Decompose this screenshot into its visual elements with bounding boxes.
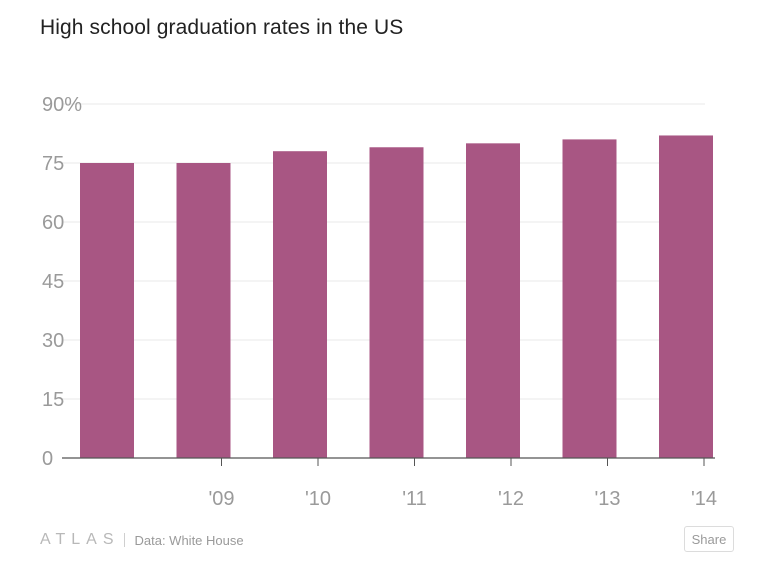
x-tick-label: '13 — [594, 488, 620, 510]
bars — [80, 135, 713, 459]
x-tick-label: '11 — [402, 488, 427, 510]
bar — [466, 143, 520, 459]
y-tick-label: 0 — [42, 448, 53, 470]
y-tick-label: 15 — [42, 389, 64, 411]
bar-chart: 0 15 30 45 60 75 90% '09 '10 '11 '12 '13 '14 — [42, 94, 717, 510]
x-tick-labels: '09 '10 '11 '12 '13 '14 — [208, 488, 717, 510]
x-tick-label: '10 — [305, 488, 331, 510]
footer-divider — [123, 533, 125, 547]
x-axis — [62, 457, 715, 466]
x-tick-label: '14 — [691, 488, 717, 510]
x-tick-label: '09 — [208, 488, 234, 510]
bar — [273, 151, 327, 458]
bar — [176, 163, 231, 458]
bar — [369, 147, 424, 458]
atlas-logo[interactable]: ATLAS — [40, 531, 120, 548]
chart-title: High school graduation rates in the US — [40, 16, 404, 39]
y-tick-label: 45 — [42, 271, 64, 293]
y-tick-label: 30 — [42, 330, 64, 352]
bar — [80, 163, 134, 458]
bar — [659, 135, 713, 458]
y-tick-label: 90% — [42, 94, 82, 116]
bar — [562, 139, 617, 458]
x-tick-label: '12 — [498, 488, 524, 510]
y-tick-label: 75 — [42, 153, 64, 175]
data-source: Data: White House — [134, 532, 244, 548]
share-button[interactable]: Share — [684, 526, 734, 552]
y-tick-labels: 0 15 30 45 60 75 90% — [42, 94, 82, 470]
footer: ATLAS Data: White House — [40, 530, 244, 550]
y-tick-label: 60 — [42, 212, 64, 234]
